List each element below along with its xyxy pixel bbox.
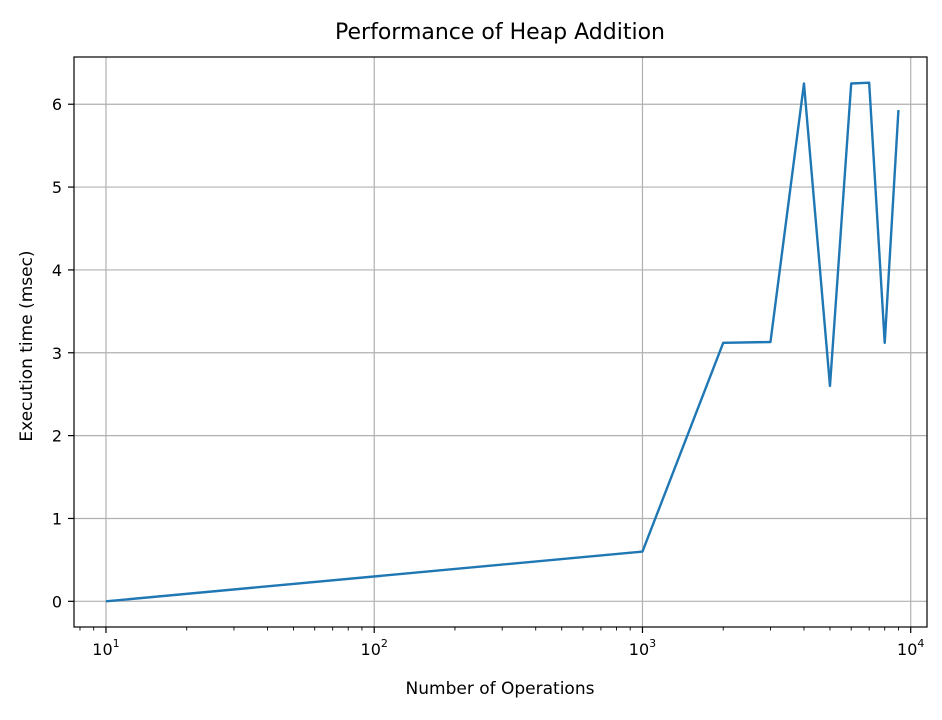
grid-lines [74, 57, 927, 627]
axis-ticks [68, 103, 912, 633]
plot-frame [73, 56, 928, 628]
y-tick-label: 1 [52, 509, 62, 528]
y-tick-label: 0 [52, 592, 62, 611]
y-tick-label: 5 [52, 178, 62, 197]
x-tick-labels: 101 102 103 104 [92, 637, 924, 659]
series-line [105, 81, 900, 603]
y-tick-label: 3 [52, 344, 62, 363]
y-tick-labels: 0 1 2 3 4 5 6 [52, 95, 62, 611]
y-tick-label: 4 [52, 261, 62, 280]
x-tick-label: 104 [897, 637, 924, 659]
x-tick-label: 103 [629, 637, 656, 659]
y-tick-label: 2 [52, 427, 62, 446]
x-tick-label: 102 [361, 637, 388, 659]
y-tick-label: 6 [52, 95, 62, 114]
x-tick-label: 101 [92, 637, 119, 659]
x-axis-label: Number of Operations [406, 679, 595, 699]
chart-title: Performance of Heap Addition [335, 20, 665, 45]
y-axis-label: Execution time (msec) [17, 250, 37, 441]
series-layer [105, 81, 900, 603]
